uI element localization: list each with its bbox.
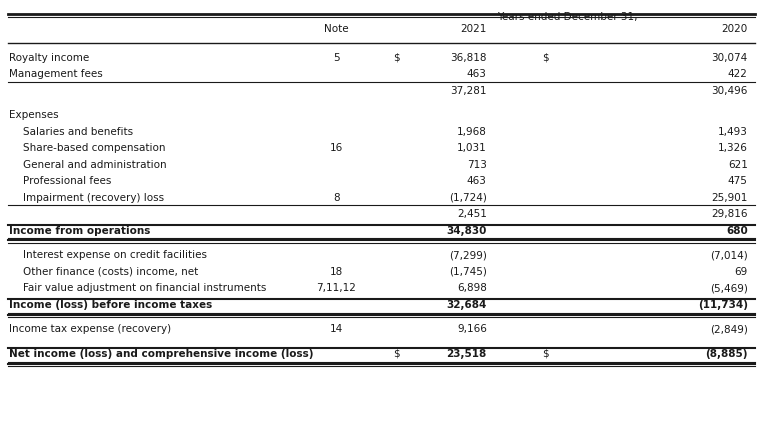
Text: 34,830: 34,830 [446, 226, 487, 236]
Text: Royalty income: Royalty income [9, 53, 89, 63]
Text: 621: 621 [728, 160, 748, 170]
Text: (1,745): (1,745) [449, 267, 487, 277]
Text: $: $ [393, 53, 400, 63]
Text: 14: 14 [330, 325, 343, 334]
Text: 32,684: 32,684 [446, 300, 487, 310]
Text: 2,451: 2,451 [457, 210, 487, 219]
Text: 1,968: 1,968 [457, 127, 487, 137]
Text: 69: 69 [735, 267, 748, 277]
Text: Expenses: Expenses [9, 111, 59, 120]
Text: Professional fees: Professional fees [23, 176, 111, 186]
Text: 30,496: 30,496 [711, 86, 748, 96]
Text: (8,885): (8,885) [705, 349, 748, 359]
Text: 36,818: 36,818 [450, 53, 487, 63]
Text: Salaries and benefits: Salaries and benefits [23, 127, 134, 137]
Text: (2,849): (2,849) [710, 325, 748, 334]
Text: 463: 463 [467, 69, 487, 79]
Text: 422: 422 [728, 69, 748, 79]
Text: (7,014): (7,014) [710, 250, 748, 260]
Text: 29,816: 29,816 [711, 210, 748, 219]
Text: $: $ [542, 53, 549, 63]
Text: 30,074: 30,074 [711, 53, 748, 63]
Text: (5,469): (5,469) [710, 283, 748, 293]
Text: 2020: 2020 [722, 24, 748, 34]
Text: Income tax expense (recovery): Income tax expense (recovery) [9, 325, 171, 334]
Text: 18: 18 [330, 267, 343, 277]
Text: 37,281: 37,281 [450, 86, 487, 96]
Text: 1,493: 1,493 [718, 127, 748, 137]
Text: Years ended December 31,: Years ended December 31, [497, 12, 637, 22]
Text: 463: 463 [467, 176, 487, 186]
Text: 25,901: 25,901 [711, 193, 748, 203]
Text: 713: 713 [467, 160, 487, 170]
Text: 7,11,12: 7,11,12 [317, 283, 356, 293]
Text: Net income (loss) and comprehensive income (loss): Net income (loss) and comprehensive inco… [9, 349, 314, 359]
Text: 8: 8 [333, 193, 340, 203]
Text: 23,518: 23,518 [446, 349, 487, 359]
Text: 2021: 2021 [460, 24, 487, 34]
Text: 680: 680 [726, 226, 748, 236]
Text: (7,299): (7,299) [449, 250, 487, 260]
Text: Other finance (costs) income, net: Other finance (costs) income, net [23, 267, 198, 277]
Text: 6,898: 6,898 [457, 283, 487, 293]
Text: 1,031: 1,031 [457, 143, 487, 153]
Text: 9,166: 9,166 [457, 325, 487, 334]
Text: Impairment (recovery) loss: Impairment (recovery) loss [23, 193, 164, 203]
Text: Income (loss) before income taxes: Income (loss) before income taxes [9, 300, 212, 310]
Text: Note: Note [324, 24, 349, 34]
Text: 1,326: 1,326 [718, 143, 748, 153]
Text: Income from operations: Income from operations [9, 226, 150, 236]
Text: $: $ [393, 349, 400, 359]
Text: Fair value adjustment on financial instruments: Fair value adjustment on financial instr… [23, 283, 266, 293]
Text: Share-based compensation: Share-based compensation [23, 143, 166, 153]
Text: General and administration: General and administration [23, 160, 167, 170]
Text: (11,734): (11,734) [697, 300, 748, 310]
Text: $: $ [542, 349, 549, 359]
Text: Management fees: Management fees [9, 69, 103, 79]
Text: 475: 475 [728, 176, 748, 186]
Text: 16: 16 [330, 143, 343, 153]
Text: 5: 5 [333, 53, 340, 63]
Text: Interest expense on credit facilities: Interest expense on credit facilities [23, 250, 208, 260]
Text: (1,724): (1,724) [449, 193, 487, 203]
